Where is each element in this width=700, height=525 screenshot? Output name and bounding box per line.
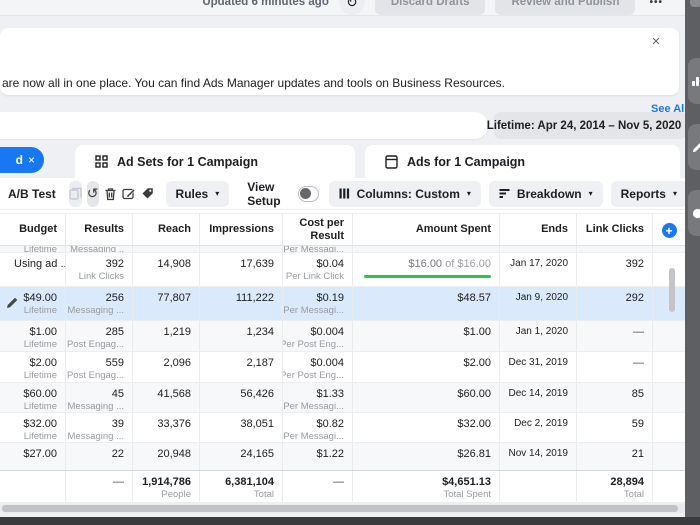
date-range-label: Lifetime: Apr 24, 2014 – Nov 5, 2020 — [486, 119, 682, 132]
chevron-down-icon: ▾ — [466, 189, 471, 198]
view-setup-label: View Setup — [247, 179, 281, 208]
filter-chip[interactable]: d × — [0, 147, 44, 173]
tag-button[interactable] — [141, 181, 154, 207]
delete-button[interactable] — [104, 181, 117, 207]
ad-sets-table: Budget Results Reach Impressions Cost pe… — [0, 213, 685, 503]
header-budget[interactable]: Budget — [0, 214, 66, 245]
table-row[interactable]: $32.00 Lifetime 39 Messaging ... 33,376 38… — [0, 413, 685, 443]
tag-icon — [142, 188, 153, 199]
tab-ads[interactable]: Ads for 1 Campaign — [365, 145, 680, 178]
inspect-rail-button[interactable] — [688, 190, 700, 236]
undo-button[interactable]: ↺ — [86, 180, 99, 207]
header-link-clicks[interactable]: Link Clicks — [577, 214, 653, 245]
breakdown-dropdown[interactable]: Breakdown ▾ — [488, 180, 603, 207]
view-setup-control: View Setup — [247, 179, 319, 208]
table-row[interactable]: Using ad ... 392 Link Clicks 14,908 17,63… — [0, 253, 685, 287]
tab-ad-sets-label: Ad Sets for 1 Campaign — [117, 154, 258, 169]
trash-icon — [105, 187, 116, 200]
rules-dropdown[interactable]: Rules ▾ — [165, 180, 230, 207]
refresh-icon: ↻ — [345, 0, 358, 10]
horizontal-scrollbar-thumb[interactable] — [2, 505, 678, 512]
circle-icon — [692, 208, 700, 218]
remove-filter-icon[interactable]: × — [27, 153, 35, 167]
table-row[interactable]: $2.00 Lifetime 559 Post Engag... 2,096 2,1… — [0, 352, 685, 383]
add-column-button[interactable]: + — [653, 214, 685, 245]
close-icon[interactable]: × — [651, 32, 661, 50]
columns-label: Columns: Custom — [356, 186, 460, 201]
view-setup-toggle[interactable] — [297, 185, 319, 202]
header-impressions[interactable]: Impressions — [200, 214, 283, 245]
duplicate-button[interactable] — [68, 180, 82, 207]
banner-message: are now all in one place. You can find A… — [2, 76, 505, 90]
rules-label: Rules — [175, 186, 209, 201]
vertical-scrollbar[interactable] — [669, 268, 675, 312]
chevron-down-icon: ▾ — [588, 189, 593, 198]
edit-button[interactable] — [121, 181, 136, 207]
chevron-down-icon: ▾ — [672, 189, 677, 198]
date-range-selector[interactable]: Lifetime: Apr 24, 2014 – Nov 5, 2020 ▾ — [487, 112, 693, 139]
table-totals-row: — 1,914,786 People 6,381,104 Total — $4,65… — [0, 470, 685, 503]
discard-drafts-button[interactable]: Discard Drafts — [374, 0, 486, 15]
chevron-down-icon: ▾ — [215, 189, 220, 198]
ab-test-button[interactable]: A/B Test — [8, 186, 56, 201]
clipped-button — [690, 0, 700, 7]
toggle-knob — [300, 187, 312, 199]
tab-ads-label: Ads for 1 Campaign — [407, 154, 526, 169]
pencil-icon — [692, 142, 700, 152]
table-row-selected[interactable]: $49.00 Lifetime 256 Messaging ... 77,807 1… — [0, 287, 685, 321]
plus-icon: + — [661, 223, 677, 238]
top-action-bar: Updated 6 minutes ago ↻ Discard Drafts R… — [0, 0, 685, 16]
table-row[interactable]: $1.00 Lifetime 285 Post Engag... 1,219 1,2… — [0, 321, 685, 352]
header-reach[interactable]: Reach — [133, 214, 200, 245]
duplicate-icon — [69, 187, 82, 200]
search-input[interactable] — [0, 112, 488, 139]
table-row-partial[interactable]: Lifetime Messaging .. Per Messagi... — [0, 246, 685, 253]
filter-chip-label: d — [15, 153, 23, 167]
more-options-icon[interactable]: ••• — [649, 0, 663, 8]
reports-dropdown[interactable]: Reports ▾ — [610, 180, 687, 207]
charts-button[interactable] — [688, 58, 700, 104]
pencil-icon[interactable] — [6, 297, 18, 309]
edit-rail-button[interactable] — [688, 124, 700, 170]
header-results[interactable]: Results — [66, 214, 133, 245]
ad-sets-table-panel: A/B Test ↺ Rules — [0, 178, 687, 503]
header-cost-per-result[interactable]: Cost per Result — [283, 214, 353, 245]
breakdown-icon — [499, 189, 510, 198]
grid-icon — [95, 155, 108, 168]
budget-progress-bar — [364, 275, 491, 278]
columns-icon — [339, 188, 349, 199]
horizontal-scrollbar[interactable] — [0, 504, 686, 513]
header-ends[interactable]: Ends — [500, 214, 577, 245]
right-toolbar-rail — [685, 0, 700, 517]
review-and-publish-button[interactable]: Review and Publish — [495, 0, 636, 15]
table-toolbar: A/B Test ↺ Rules — [0, 178, 687, 210]
undo-icon: ↺ — [86, 185, 99, 201]
bottom-bar — [0, 517, 700, 525]
breakdown-label: Breakdown — [516, 186, 582, 201]
table-header-row: Budget Results Reach Impressions Cost pe… — [0, 213, 685, 246]
last-updated-text: Updated 6 minutes ago — [202, 0, 329, 8]
tab-ad-sets[interactable]: Ad Sets for 1 Campaign — [75, 145, 355, 178]
page-icon — [385, 154, 398, 169]
bar-chart-icon — [692, 76, 700, 86]
edit-icon — [121, 188, 135, 200]
table-row[interactable]: $27.00 22 20,948 24,165 $1.22 $26.81 Nov… — [0, 443, 685, 470]
columns-dropdown[interactable]: Columns: Custom ▾ — [328, 180, 481, 207]
header-amount-spent[interactable]: Amount Spent — [353, 214, 500, 245]
refresh-button[interactable]: ↻ — [338, 0, 365, 15]
notice-banner: are now all in one place. You can find A… — [0, 28, 679, 95]
reports-label: Reports — [620, 186, 666, 201]
table-row[interactable]: $60.00 Lifetime 45 Messaging ... 41,568 56… — [0, 383, 685, 413]
